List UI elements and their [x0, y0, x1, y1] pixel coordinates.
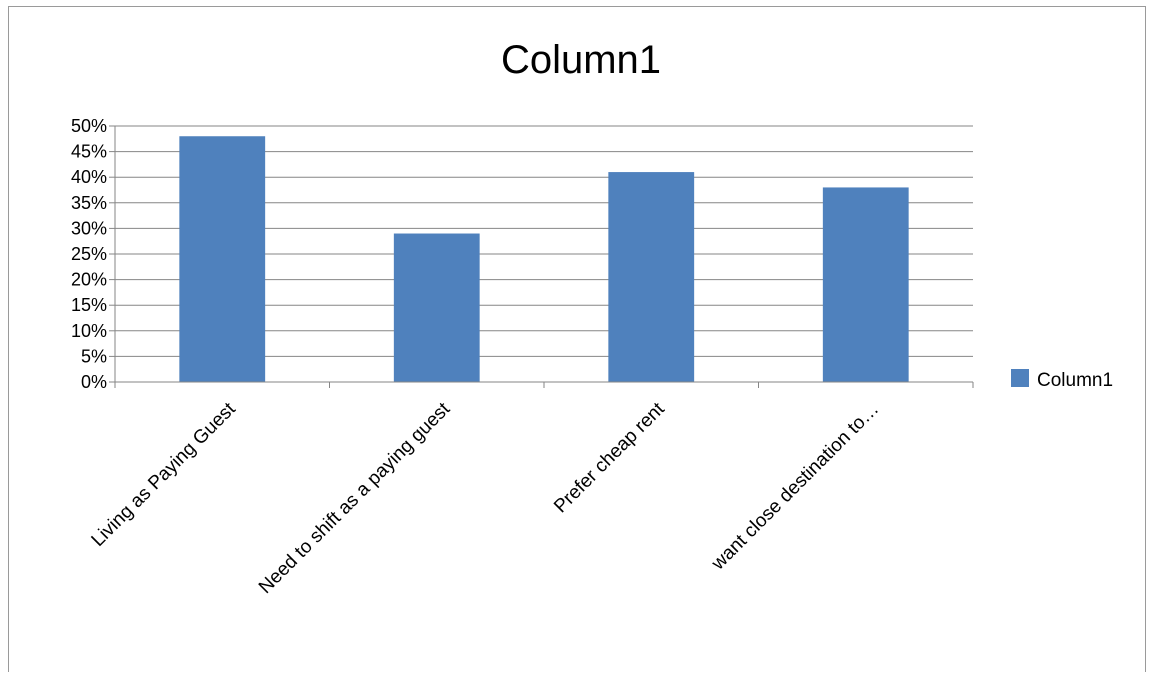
x-tick-label: Need to shift as a paying guest — [255, 398, 455, 598]
y-tick-label: 30% — [71, 218, 107, 238]
legend: Column1 — [1011, 369, 1113, 391]
y-tick-label: 20% — [71, 270, 107, 290]
y-tick-label: 15% — [71, 295, 107, 315]
y-tick-label: 40% — [71, 167, 107, 187]
x-tick-label: Prefer cheap rent — [550, 398, 669, 517]
bar-series — [179, 136, 909, 382]
y-tick-label: 0% — [81, 372, 107, 392]
chart-frame: Column1 0% 5% 10% 15% 20% 25% 30% 35% 40% 45% 50% … — [8, 6, 1146, 672]
y-tick-label: 5% — [81, 346, 107, 366]
bar — [822, 187, 909, 382]
legend-label: Column1 — [1037, 370, 1113, 391]
y-axis-tick-labels: 0% 5% 10% 15% 20% 25% 30% 35% 40% 45% 50% — [71, 116, 107, 392]
bar — [393, 233, 480, 382]
x-tick-label: want close destination to… — [707, 399, 883, 575]
y-tick-label: 35% — [71, 193, 107, 213]
chart-title: Column1 — [501, 38, 661, 82]
y-tick-label: 45% — [71, 142, 107, 162]
x-tick-label: Living as Paying Guest — [88, 398, 241, 551]
bar — [179, 136, 266, 382]
x-axis-tick-labels: Living as Paying Guest Need to shift as a… — [88, 398, 884, 598]
bar-chart: Column1 0%5%10%15%20%25%30%35%40%45%50% … — [71, 38, 1113, 598]
y-tick-label: 50% — [71, 116, 107, 136]
axes — [114, 126, 974, 388]
y-tick-label: 25% — [71, 244, 107, 264]
y-tick-label: 10% — [71, 321, 107, 341]
legend-swatch — [1011, 369, 1029, 387]
bar — [608, 172, 695, 382]
